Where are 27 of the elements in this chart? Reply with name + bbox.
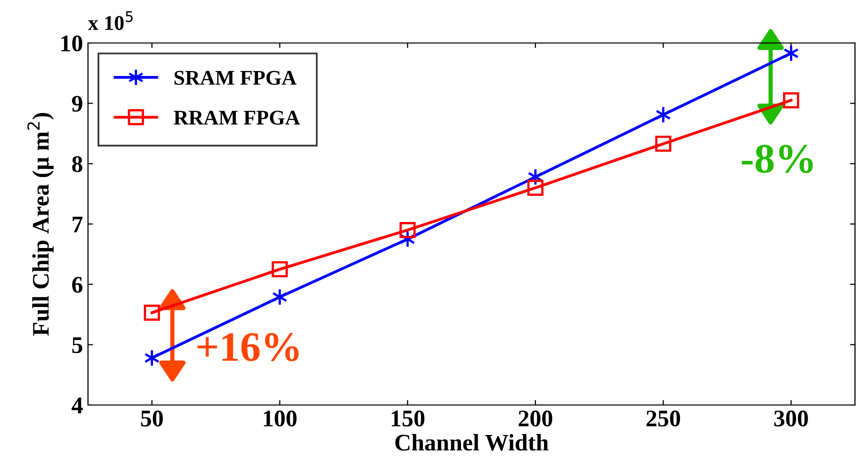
y-tick-label: 7 [72,216,83,232]
x-tick-label: 100 [264,410,297,426]
x-tick-label: 300 [774,410,808,426]
point [144,304,160,321]
point [656,106,671,124]
y-tick-label: 9 [72,96,82,112]
point [655,136,672,152]
y-tick-label: 10 [61,35,82,52]
y-tick-label: 6 [72,276,82,293]
legend-label: SRAM FPGA [174,70,297,85]
x-axis-title: Channel Width [395,434,548,451]
y-tick-label: 5 [72,337,82,354]
point [272,261,288,278]
y-tick-label: 8 [72,156,82,172]
point [400,222,416,238]
point [783,92,800,108]
legend-label: RRAM FPGA [174,110,300,125]
point [527,180,544,196]
x-tick-label: 200 [518,410,552,426]
y-tick-label: 4 [72,398,83,414]
x-tick-label: 150 [392,410,424,426]
y-axis-title: Full Chip Area (μ m$^{2}$) [27,113,54,336]
annotation: -8% [742,144,813,174]
x-tick-label: 50 [141,410,163,426]
x-tick-label: 250 [646,410,680,426]
annotation: +16% [198,333,299,362]
text: x 10$^{5}$ [88,11,133,30]
